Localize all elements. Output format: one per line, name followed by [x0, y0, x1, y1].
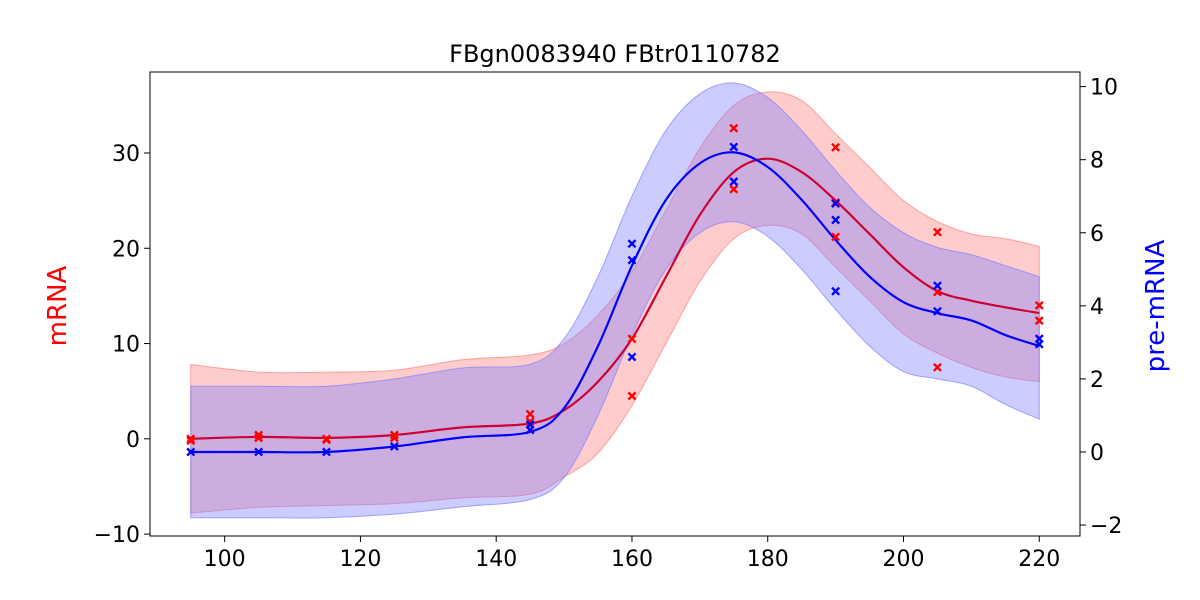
- mrna-data-point: [729, 184, 739, 194]
- mrna-data-point: [1034, 316, 1044, 326]
- y-axis-right-label: pre-mRNA: [1141, 239, 1171, 372]
- mrna-data-point: [186, 434, 196, 444]
- x-tick-label: 220: [1018, 547, 1060, 572]
- mrna-data-point: [389, 430, 399, 440]
- premrna-data-point: [186, 447, 196, 457]
- y-axis-left-label: mRNA: [43, 265, 73, 346]
- mrna-data-point: [186, 436, 196, 446]
- y-left-tick-label: 10: [112, 333, 140, 358]
- x-tick-label: 120: [339, 547, 381, 572]
- axes: 100 120 140 160 180 200 220 −10 0 10 20 30 −2 0 2 4 6 8 10: [94, 71, 1122, 572]
- mrna-data-point: [1034, 300, 1044, 310]
- y-right-tick-label: 10: [1090, 76, 1118, 101]
- premrna-data-point: [729, 177, 739, 187]
- mrna-data-point: [627, 391, 637, 401]
- y-right-tick-label: 0: [1090, 441, 1104, 466]
- mrna-data-point: [525, 409, 535, 419]
- premrna-data-point: [627, 239, 637, 249]
- y-right-tick-label: −2: [1090, 514, 1122, 539]
- mrna-data-point: [932, 227, 942, 237]
- mrna-data-point: [389, 433, 399, 443]
- x-tick-label: 140: [475, 547, 517, 572]
- data-points: [186, 123, 1044, 457]
- premrna-data-point: [322, 447, 331, 457]
- mrna-data-point: [831, 232, 841, 242]
- y-left-tick-label: −10: [94, 523, 140, 548]
- premrna-data-point: [831, 286, 841, 296]
- mrna-data-point: [322, 435, 331, 445]
- premrna-data-point: [831, 215, 841, 225]
- premrna-data-point: [254, 447, 264, 457]
- y-left-tick-label: 20: [112, 237, 140, 262]
- premrna-data-point: [627, 255, 637, 265]
- mrna-data-point: [525, 417, 535, 427]
- y-right-tick-label: 4: [1090, 295, 1104, 320]
- mrna-data-point: [729, 123, 739, 133]
- premrna-data-point: [831, 199, 841, 208]
- premrna-data-point: [1034, 339, 1044, 349]
- premrna-data-point: [729, 142, 739, 152]
- mrna-data-point: [932, 362, 942, 372]
- y-right-tick-label: 8: [1090, 149, 1104, 174]
- x-tick-label: 180: [747, 547, 789, 572]
- premrna-fit-line: [190, 151, 1040, 454]
- premrna-data-point: [932, 281, 942, 291]
- premrna-data-point: [389, 442, 399, 451]
- x-tick-label: 200: [883, 547, 925, 572]
- mrna-data-point: [831, 142, 841, 152]
- premrna-data-point: [932, 306, 942, 316]
- x-tick-label: 100: [204, 547, 246, 572]
- plot-frame: [149, 71, 1081, 537]
- y-left-tick-label: 0: [126, 428, 140, 453]
- mrna-data-point: [627, 334, 637, 344]
- mrna-data-point: [254, 430, 264, 440]
- premrna-data-point: [627, 352, 637, 362]
- mrna-data-point: [254, 433, 264, 443]
- chart-title: FBgn0083940 FBtr0110782: [449, 40, 781, 68]
- y-left-tick-label: 30: [112, 142, 140, 167]
- premrna-data-point: [525, 420, 535, 430]
- x-tick-label: 160: [611, 547, 653, 572]
- y-right-tick-label: 6: [1090, 222, 1104, 247]
- y-right-tick-label: 2: [1090, 368, 1104, 393]
